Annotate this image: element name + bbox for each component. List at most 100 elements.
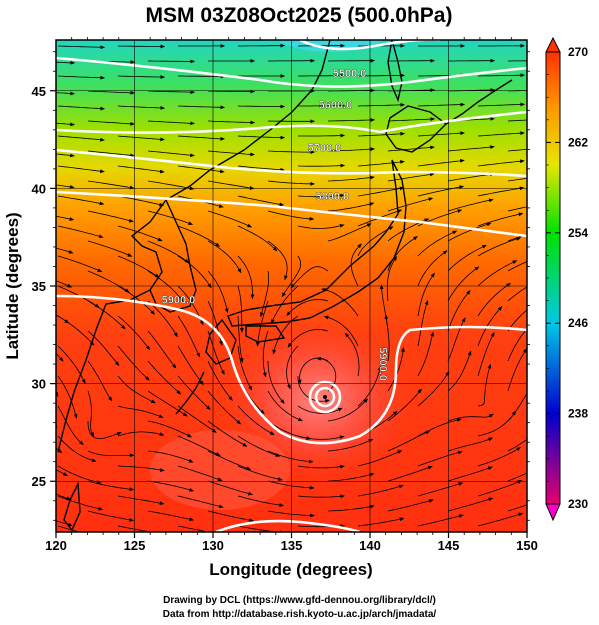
streamline xyxy=(57,465,102,484)
streamline xyxy=(507,504,527,512)
vortex-contour-inner xyxy=(314,386,336,408)
streamline xyxy=(57,75,106,80)
streamline xyxy=(207,450,252,470)
colorbar-top-cap xyxy=(545,36,561,53)
streamline xyxy=(286,299,329,317)
streamline xyxy=(177,255,212,289)
streamline xyxy=(237,225,278,252)
streamline xyxy=(237,315,244,363)
streamline xyxy=(87,360,113,402)
streamline xyxy=(57,135,105,142)
streamline xyxy=(507,119,527,122)
x-tick-label: 135 xyxy=(281,538,303,553)
streamline xyxy=(386,255,397,302)
contour-label: 5900.0 xyxy=(376,347,388,381)
streamline xyxy=(298,133,346,138)
streamline xyxy=(507,472,527,482)
streamline xyxy=(207,480,254,496)
streamline xyxy=(297,223,345,229)
streamline xyxy=(57,405,84,446)
streamline xyxy=(147,90,196,95)
streamline xyxy=(417,131,466,137)
contour-label: 5900.0 xyxy=(162,295,196,307)
streamline xyxy=(117,285,156,315)
streamline xyxy=(237,435,281,457)
streamline xyxy=(57,225,104,239)
streamline xyxy=(57,525,82,532)
streamline xyxy=(267,480,315,490)
streamline xyxy=(387,236,418,272)
streamline xyxy=(255,300,269,347)
streamline xyxy=(177,315,201,358)
colorbar-tick-label: 254 xyxy=(568,226,588,240)
streamline xyxy=(87,240,133,257)
streamline xyxy=(56,247,74,254)
streamline xyxy=(207,89,256,94)
streamline xyxy=(417,482,464,497)
streamline xyxy=(147,120,196,126)
streamline xyxy=(327,175,375,182)
contour-5500-b xyxy=(56,56,527,88)
streamline xyxy=(237,195,285,207)
streamline xyxy=(147,210,194,226)
streamline xyxy=(147,420,193,438)
streamline xyxy=(177,495,224,509)
streamline xyxy=(147,450,194,463)
colorbar: 270 262 254 246 238 230 xyxy=(545,36,588,522)
coastline-mainland xyxy=(57,40,331,453)
streamline xyxy=(177,435,221,456)
streamline xyxy=(267,450,314,464)
streamline xyxy=(357,450,403,467)
contour-5800 xyxy=(56,190,527,238)
colorbar-tick-label: 262 xyxy=(568,135,588,149)
streamline xyxy=(417,102,466,107)
contour-5700 xyxy=(56,148,527,178)
streamline xyxy=(357,484,404,497)
streamline xyxy=(447,437,494,452)
streamline xyxy=(177,465,223,482)
streamline xyxy=(508,60,527,62)
streamline xyxy=(447,350,472,392)
contour-5900-south xyxy=(215,519,361,532)
streamline xyxy=(417,158,465,167)
streamline xyxy=(117,465,165,472)
colorbar-tick-label: 246 xyxy=(568,316,588,330)
y-tick-label: 30 xyxy=(32,377,46,392)
streamline xyxy=(267,210,315,221)
streamline xyxy=(327,438,374,452)
streamline xyxy=(477,237,522,257)
coastline-hokkaido xyxy=(385,105,448,153)
y-axis-ticks: 25 30 35 40 45 xyxy=(32,51,530,521)
coastline-shikoku xyxy=(245,325,286,343)
streamline xyxy=(147,270,184,302)
streamline xyxy=(56,122,76,127)
contour-label: 5700.0 xyxy=(308,142,342,154)
streamline xyxy=(417,299,429,347)
streamline xyxy=(87,180,135,190)
contour-5900 xyxy=(56,294,527,445)
streamline xyxy=(207,240,242,274)
streamline xyxy=(178,74,226,79)
streamline xyxy=(477,282,512,317)
streamline xyxy=(207,360,233,401)
wind-streamlines xyxy=(56,43,527,532)
streamline xyxy=(320,288,359,317)
streamline xyxy=(237,104,286,109)
streamline xyxy=(57,105,106,111)
streamline xyxy=(323,315,359,347)
streamline xyxy=(147,300,178,338)
height-contours xyxy=(56,40,527,532)
vortex-center-icon xyxy=(323,395,327,399)
streamline xyxy=(447,413,494,422)
streamline xyxy=(117,195,165,207)
credit-line-2: Data from http://database.rish.kyoto-u.a… xyxy=(162,609,437,620)
streamline xyxy=(447,244,487,272)
streamline xyxy=(507,206,527,212)
streamline xyxy=(87,390,95,438)
streamline xyxy=(87,90,136,95)
contour-label: 5600.0 xyxy=(319,99,353,111)
streamline xyxy=(57,315,95,346)
streamline xyxy=(417,272,435,317)
streamline xyxy=(507,309,527,332)
streamline xyxy=(507,438,527,452)
